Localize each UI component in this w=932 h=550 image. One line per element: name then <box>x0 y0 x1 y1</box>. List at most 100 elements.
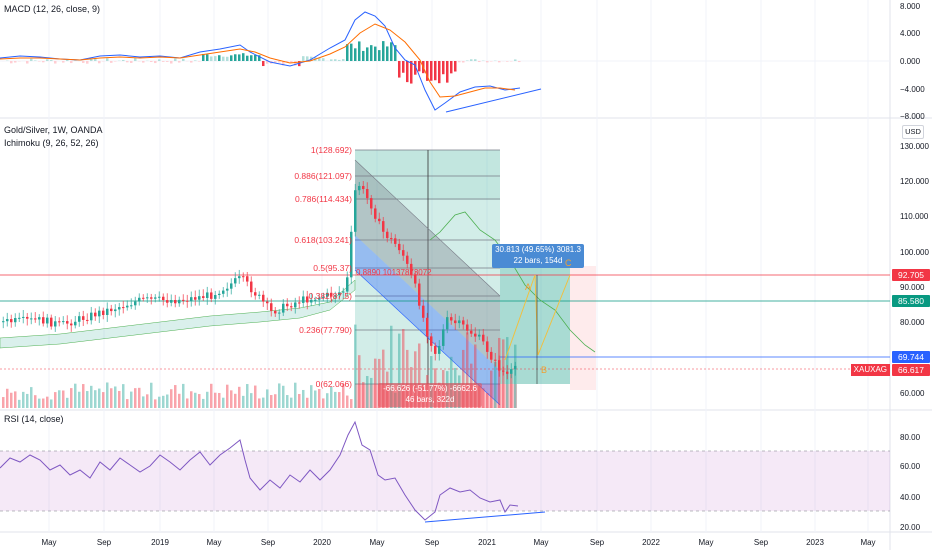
rsi-pane <box>0 420 890 523</box>
macd-bar <box>506 61 509 62</box>
fib-level-label: 1(128.692) <box>311 145 352 155</box>
macd-bar <box>262 61 265 67</box>
volume-bar <box>294 382 297 408</box>
pattern-label-b: B <box>541 365 548 375</box>
pattern-label-c: C <box>565 258 572 268</box>
macd-bar <box>342 59 345 61</box>
macd-bar <box>94 58 97 61</box>
volume-bar <box>182 383 185 408</box>
price-tick: 80.000 <box>900 318 925 327</box>
macd-bar <box>38 61 41 62</box>
macd-bar <box>86 61 89 64</box>
macd-bar <box>378 50 381 61</box>
macd-bar <box>434 61 437 81</box>
candle-body <box>198 296 201 300</box>
candle-body <box>86 319 89 321</box>
candle-body <box>154 297 157 299</box>
candle-body <box>258 294 261 296</box>
volume-bar <box>430 356 433 408</box>
volume-bar <box>142 396 145 408</box>
volume-bar <box>170 389 173 408</box>
macd-bar <box>362 50 365 61</box>
macd-bar <box>26 61 29 64</box>
candle-body <box>222 290 225 294</box>
volume-bar <box>402 329 405 408</box>
candle-body <box>458 320 461 324</box>
volume-bar <box>318 389 321 408</box>
price-tick: 90.000 <box>900 283 925 292</box>
candle-body <box>494 359 497 361</box>
time-tick: Sep <box>754 538 769 547</box>
candle-body <box>38 317 41 320</box>
volume-bar <box>30 387 33 408</box>
candle-body <box>82 316 85 320</box>
candle-body <box>270 303 273 311</box>
macd-bar <box>286 61 289 62</box>
candle-body <box>374 208 377 219</box>
rsi-legend: RSI (14, close) <box>4 414 64 424</box>
macd-bar <box>418 61 421 72</box>
macd-bar <box>30 58 33 61</box>
macd-bar <box>462 61 465 63</box>
time-tick: Sep <box>97 538 112 547</box>
macd-bar <box>486 61 489 63</box>
candle-body <box>310 299 313 303</box>
macd-bar <box>430 61 433 81</box>
macd-bar <box>346 44 349 61</box>
macd-bar <box>246 55 249 61</box>
volume-bar <box>342 384 345 408</box>
candle-body <box>242 276 245 278</box>
candle-body <box>130 305 133 307</box>
macd-bar <box>194 60 197 61</box>
symbol-legend[interactable]: Gold/Silver, 1W, OANDA <box>4 125 103 135</box>
macd-bar <box>218 55 221 61</box>
candle-body <box>42 317 45 324</box>
candle-body <box>350 231 353 278</box>
volume-bar <box>338 392 341 408</box>
price-tag-69744: 69.744 <box>892 351 930 363</box>
overlay-text: 0.8890 10137873072 <box>356 268 432 277</box>
macd-tick: −8.000 <box>900 112 925 121</box>
macd-pane <box>0 11 890 113</box>
candle-body <box>22 316 25 318</box>
macd-bar <box>478 61 481 63</box>
macd-bar <box>474 59 477 61</box>
time-tick: May <box>860 538 875 547</box>
volume-bar <box>242 395 245 408</box>
candle-body <box>58 321 61 323</box>
macd-bar <box>518 61 521 63</box>
macd-bar <box>210 56 213 61</box>
candle-body <box>486 341 489 352</box>
macd-bar <box>150 61 153 63</box>
measure-down-line2: 46 bars, 322d <box>405 395 455 404</box>
candle-body <box>70 323 73 326</box>
volume-bar <box>114 386 117 408</box>
volume-bar <box>18 399 21 408</box>
candle-body <box>122 307 125 309</box>
volume-bar <box>154 399 157 408</box>
ichimoku-legend[interactable]: Ichimoku (9, 26, 52, 26) <box>4 138 99 148</box>
candle-body <box>174 300 177 304</box>
volume-bar <box>178 393 181 408</box>
time-tick: 2019 <box>151 538 169 547</box>
volume-bar <box>474 344 477 408</box>
candle-body <box>430 336 433 346</box>
currency-button[interactable]: USD <box>902 125 924 139</box>
macd-bar <box>266 61 269 64</box>
volume-bar <box>326 393 329 408</box>
candle-body <box>18 317 21 319</box>
volume-bar <box>414 351 417 408</box>
candle-body <box>2 321 5 323</box>
candle-body <box>446 317 449 330</box>
volume-bar <box>218 392 221 408</box>
macd-tick: 8.000 <box>900 2 921 11</box>
macd-bar <box>458 61 461 63</box>
macd-bar <box>230 55 233 61</box>
candle-body <box>266 301 269 304</box>
volume-bar <box>70 388 73 408</box>
candle-body <box>170 300 173 303</box>
volume-bar <box>90 385 93 408</box>
macd-bar <box>354 48 357 61</box>
time-tick: Sep <box>425 538 440 547</box>
